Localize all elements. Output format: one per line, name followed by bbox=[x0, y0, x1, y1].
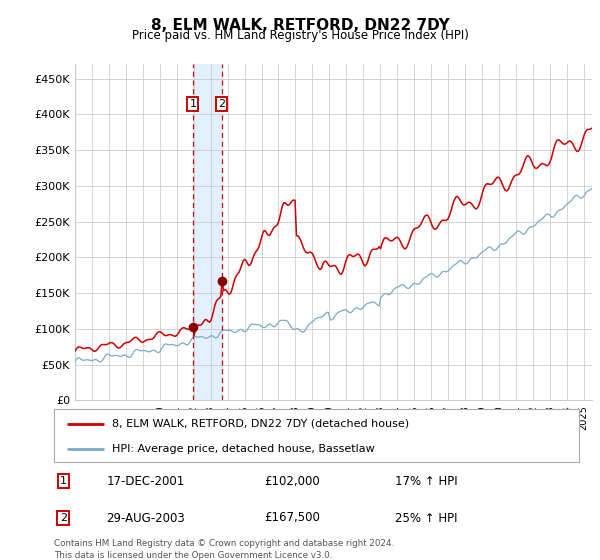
Text: 2: 2 bbox=[218, 99, 226, 109]
Text: 25% ↑ HPI: 25% ↑ HPI bbox=[395, 511, 458, 525]
Bar bbox=[193, 64, 222, 400]
Text: £167,500: £167,500 bbox=[264, 511, 320, 525]
Text: 17-DEC-2001: 17-DEC-2001 bbox=[107, 474, 185, 488]
Text: 8, ELM WALK, RETFORD, DN22 7DY: 8, ELM WALK, RETFORD, DN22 7DY bbox=[151, 18, 449, 33]
Text: 8, ELM WALK, RETFORD, DN22 7DY (detached house): 8, ELM WALK, RETFORD, DN22 7DY (detached… bbox=[112, 419, 409, 429]
Text: 2: 2 bbox=[60, 513, 67, 523]
Text: 17% ↑ HPI: 17% ↑ HPI bbox=[395, 474, 458, 488]
Text: £102,000: £102,000 bbox=[264, 474, 320, 488]
Text: Price paid vs. HM Land Registry's House Price Index (HPI): Price paid vs. HM Land Registry's House … bbox=[131, 29, 469, 42]
Text: 1: 1 bbox=[190, 99, 196, 109]
Text: Contains HM Land Registry data © Crown copyright and database right 2024.
This d: Contains HM Land Registry data © Crown c… bbox=[54, 539, 394, 559]
Text: HPI: Average price, detached house, Bassetlaw: HPI: Average price, detached house, Bass… bbox=[112, 444, 374, 454]
FancyBboxPatch shape bbox=[54, 409, 579, 462]
Text: 29-AUG-2003: 29-AUG-2003 bbox=[107, 511, 185, 525]
Text: 1: 1 bbox=[60, 476, 67, 486]
